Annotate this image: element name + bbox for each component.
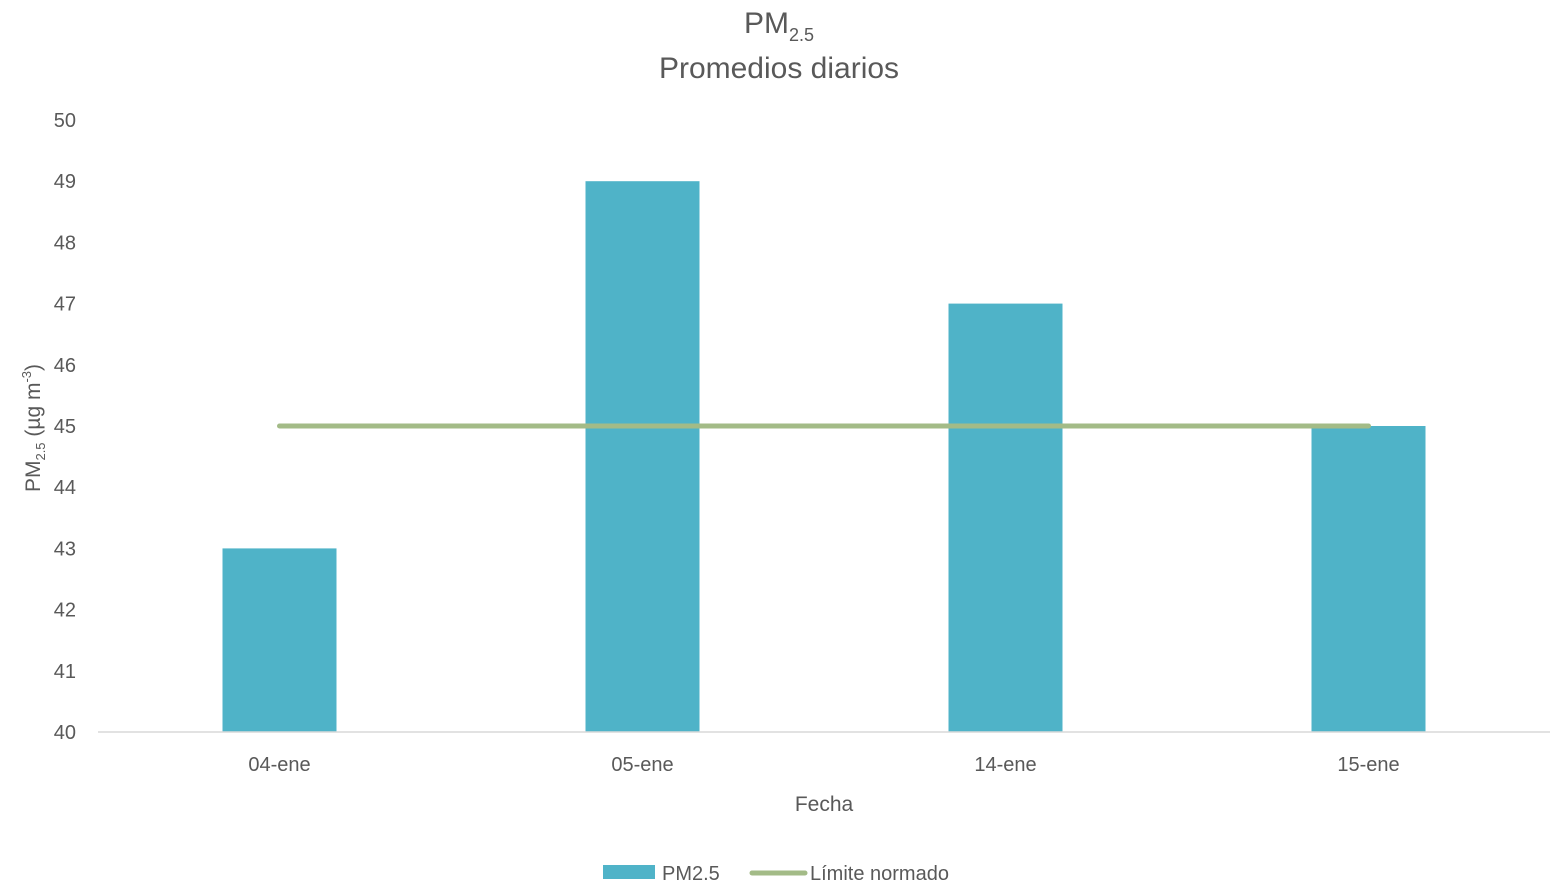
x-tick-label-15-ene: 15-ene xyxy=(1337,754,1399,776)
x-axis-ticks: 04-ene 05-ene 14-ene 15-ene xyxy=(248,754,1399,776)
chart-subtitle: Promedios diarios xyxy=(659,52,899,85)
y-tick-label-9: 49 xyxy=(54,171,76,193)
bar-05-ene xyxy=(585,181,700,732)
bar-04-ene xyxy=(222,548,337,732)
y-axis-title-subscript: 2.5 xyxy=(33,442,48,460)
legend-label-limit: Límite normado xyxy=(810,863,949,884)
x-axis-title: Fecha xyxy=(795,793,854,816)
y-tick-label-5: 45 xyxy=(54,416,76,438)
y-axis-ticks: 40 41 42 43 44 45 46 47 48 49 50 xyxy=(54,110,76,744)
chart-title: PM2.5 xyxy=(744,7,814,45)
y-tick-label-6: 46 xyxy=(54,355,76,377)
bar-series xyxy=(222,181,1426,732)
y-tick-label-2: 42 xyxy=(54,600,76,622)
y-axis-title-close: ) xyxy=(22,364,45,371)
x-tick-label-14-ene: 14-ene xyxy=(974,754,1036,776)
y-tick-label-10: 50 xyxy=(54,110,76,132)
y-axis-title: PM2.5 (µg m-3) xyxy=(19,364,48,492)
bar-15-ene xyxy=(1311,426,1426,732)
y-axis-title-main: PM xyxy=(22,461,45,493)
y-axis-title-superscript: -3 xyxy=(19,371,34,383)
legend-swatch-pm25 xyxy=(603,865,655,879)
y-tick-label-3: 43 xyxy=(54,538,76,560)
y-tick-label-0: 40 xyxy=(54,722,76,744)
y-tick-label-4: 44 xyxy=(54,477,76,499)
bar-14-ene xyxy=(948,303,1063,732)
chart-title-main: PM xyxy=(744,7,789,40)
x-tick-label-05-ene: 05-ene xyxy=(611,754,673,776)
legend: PM2.5 Límite normado xyxy=(603,863,949,885)
x-tick-label-04-ene: 04-ene xyxy=(248,754,310,776)
legend-label-pm25: PM2.5 xyxy=(662,863,720,884)
y-tick-label-7: 47 xyxy=(54,294,76,316)
y-axis-title-unit: (µg m xyxy=(22,383,45,443)
chart-title-subscript: 2.5 xyxy=(789,25,814,45)
y-tick-label-8: 48 xyxy=(54,232,76,254)
y-tick-label-1: 41 xyxy=(54,661,76,683)
